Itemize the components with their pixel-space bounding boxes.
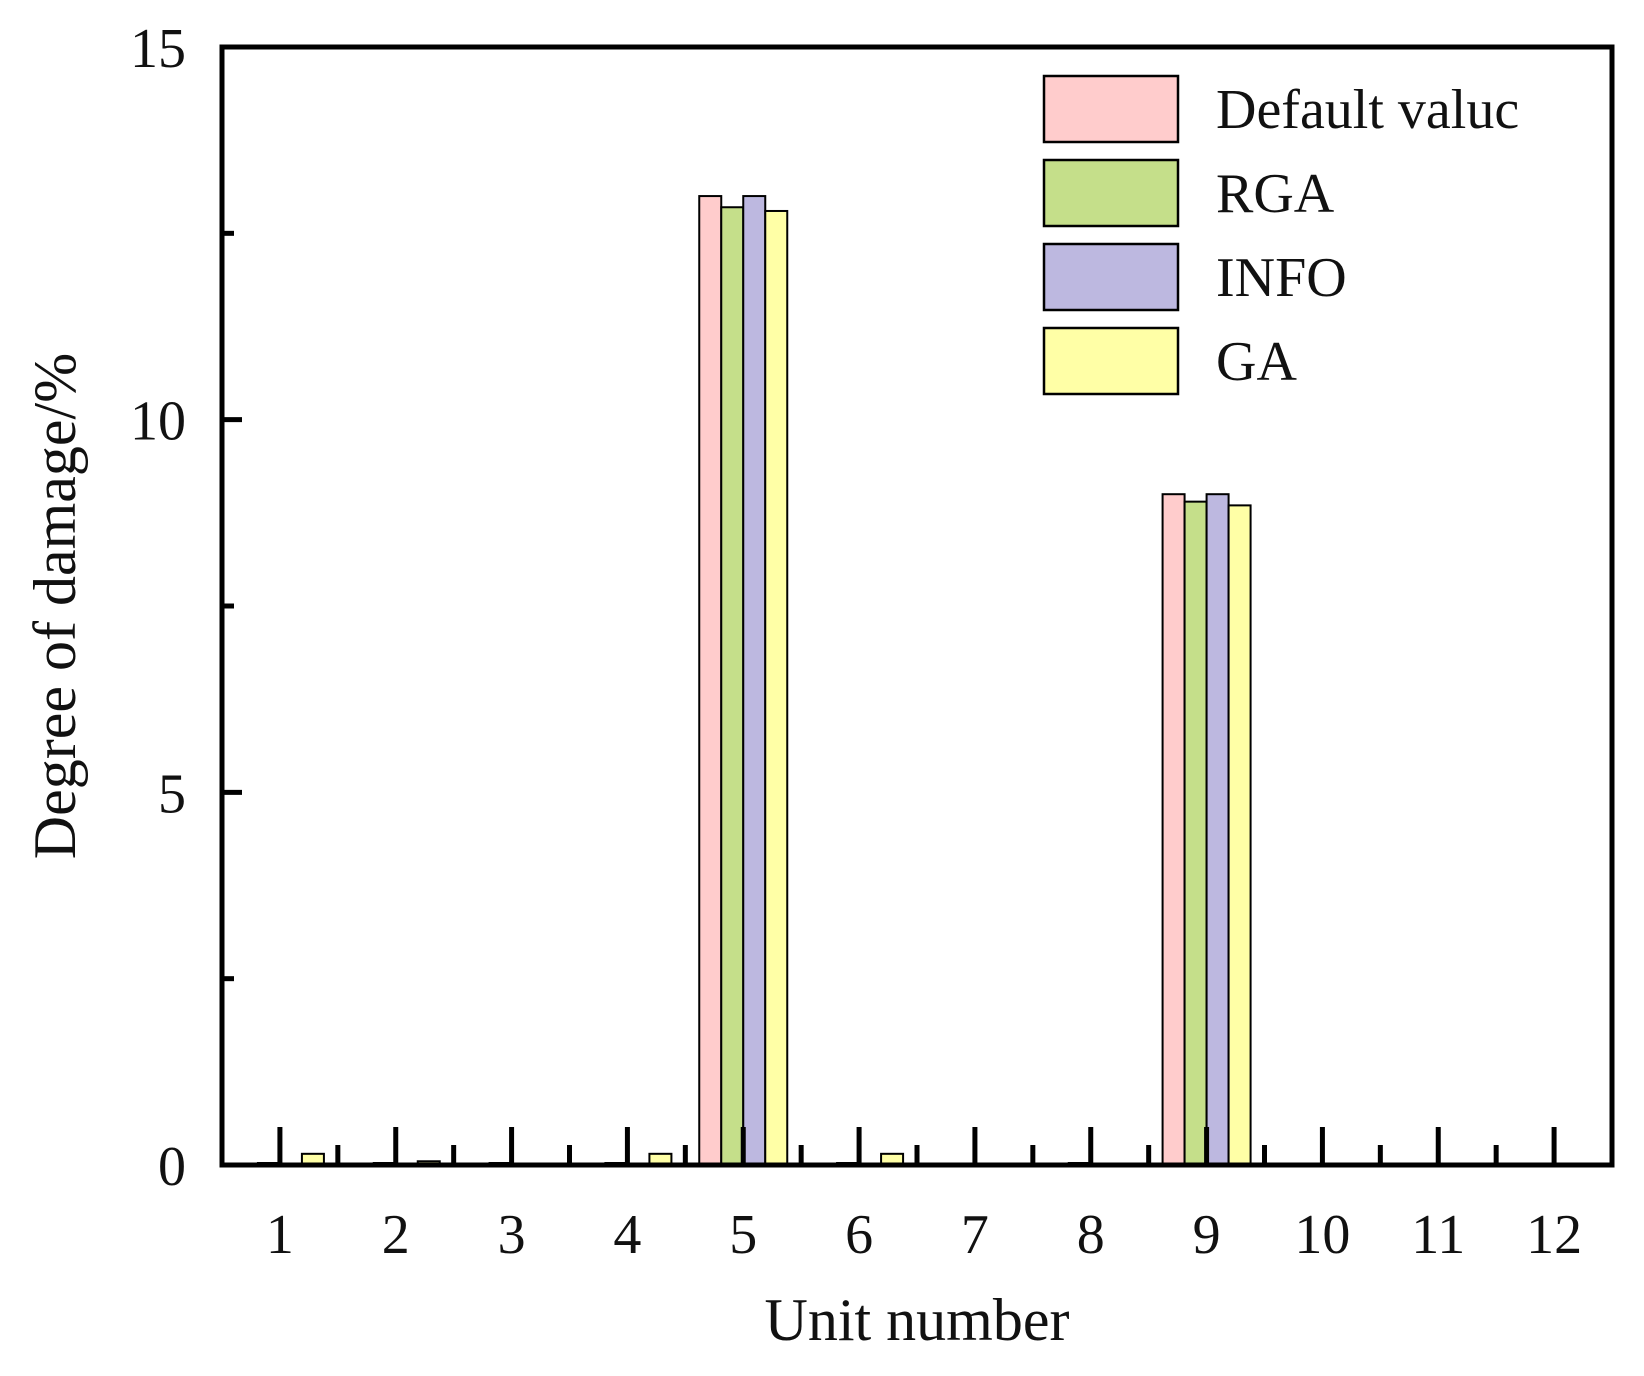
y-tick-label: 0 bbox=[158, 1136, 186, 1198]
x-tick-label: 8 bbox=[1077, 1204, 1105, 1266]
bar-default-valuc-unit-9 bbox=[1161, 493, 1186, 1166]
x-axis-title: Unit number bbox=[765, 1287, 1070, 1353]
bar-rga-unit-5 bbox=[720, 206, 745, 1167]
legend-label: Default valuc bbox=[1216, 79, 1519, 141]
x-tick-label: 11 bbox=[1411, 1204, 1465, 1266]
bar-info-unit-5 bbox=[742, 195, 767, 1167]
x-tick-label: 6 bbox=[845, 1204, 873, 1266]
x-tick-label: 2 bbox=[382, 1204, 410, 1266]
bar-ga-unit-5 bbox=[764, 209, 789, 1166]
x-tick-label: 9 bbox=[1193, 1204, 1221, 1266]
x-tick-label: 4 bbox=[613, 1204, 641, 1266]
legend-swatch-default-valuc bbox=[1042, 74, 1180, 144]
x-tick-label: 5 bbox=[729, 1204, 757, 1266]
legend-swatch-info bbox=[1042, 242, 1180, 312]
legend-label: RGA bbox=[1216, 163, 1335, 225]
legend-swatch-ga bbox=[1042, 326, 1180, 396]
y-tick-label: 5 bbox=[158, 763, 186, 825]
bar-info-unit-9 bbox=[1205, 493, 1230, 1166]
legend-label: INFO bbox=[1216, 247, 1347, 309]
bar-default-valuc-unit-5 bbox=[698, 195, 723, 1167]
bars-layer bbox=[256, 195, 1252, 1167]
plot-frame bbox=[219, 44, 1615, 1168]
x-tick-label: 3 bbox=[498, 1204, 526, 1266]
x-tick-label: 1 bbox=[266, 1204, 294, 1266]
legend-swatch-rga bbox=[1042, 158, 1180, 228]
x-tick-label: 7 bbox=[961, 1204, 989, 1266]
legend: Default valuc RGA INFO GA bbox=[1042, 74, 1519, 396]
y-axis-title: Degree of damage/% bbox=[22, 353, 88, 859]
bar-rga-unit-9 bbox=[1183, 500, 1208, 1166]
x-tick-label: 12 bbox=[1526, 1204, 1582, 1266]
y-tick-label: 10 bbox=[130, 391, 186, 453]
y-tick-label: 15 bbox=[130, 18, 186, 80]
bar-ga-unit-9 bbox=[1227, 504, 1252, 1166]
ticks-layer bbox=[222, 44, 1557, 1168]
x-tick-label: 10 bbox=[1294, 1204, 1350, 1266]
legend-label: GA bbox=[1216, 331, 1297, 393]
